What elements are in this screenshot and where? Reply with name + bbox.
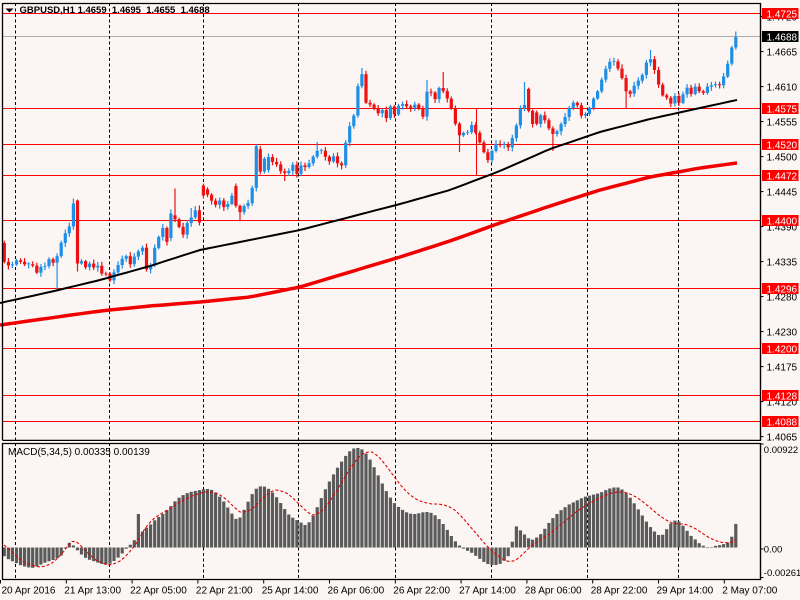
svg-text:2 May 07:00: 2 May 07:00 [722, 586, 777, 597]
svg-text:1.4445: 1.4445 [767, 188, 798, 199]
svg-text:29 Apr 14:00: 29 Apr 14:00 [657, 586, 714, 597]
svg-text:1.4335: 1.4335 [767, 258, 798, 269]
svg-text:1.4610: 1.4610 [767, 83, 798, 94]
svg-text:1.4120: 1.4120 [767, 398, 798, 409]
svg-text:1.4575: 1.4575 [767, 105, 798, 116]
svg-text:26 Apr 06:00: 26 Apr 06:00 [328, 586, 385, 597]
svg-text:20 Apr 2016: 20 Apr 2016 [2, 586, 56, 597]
svg-text:1.4400: 1.4400 [767, 217, 798, 228]
svg-text:1.4280: 1.4280 [767, 293, 798, 304]
svg-text:22 Apr 21:00: 22 Apr 21:00 [196, 586, 253, 597]
svg-text:1.4200: 1.4200 [767, 345, 798, 356]
svg-text:1.4128: 1.4128 [767, 392, 798, 403]
svg-text:1.4065: 1.4065 [767, 433, 798, 444]
svg-text:21 Apr 13:00: 21 Apr 13:00 [64, 586, 121, 597]
svg-text:1.4688: 1.4688 [767, 33, 798, 44]
svg-text:1.4296: 1.4296 [767, 285, 798, 296]
svg-text:1.4520: 1.4520 [767, 141, 798, 152]
svg-text:28 Apr 06:00: 28 Apr 06:00 [525, 586, 582, 597]
svg-text:-0.00261: -0.00261 [764, 568, 800, 579]
svg-text:22 Apr 05:00: 22 Apr 05:00 [130, 586, 187, 597]
svg-text:1.4555: 1.4555 [767, 118, 798, 129]
svg-text:1.4088: 1.4088 [767, 418, 798, 429]
svg-text:1.4500: 1.4500 [767, 153, 798, 164]
svg-text:1.4390: 1.4390 [767, 223, 798, 234]
svg-text:28 Apr 22:00: 28 Apr 22:00 [591, 586, 648, 597]
svg-text:1.4472: 1.4472 [767, 172, 798, 183]
svg-text:1.4725: 1.4725 [767, 10, 798, 21]
svg-text:GBPUSD,H1 1.4659 1.4695 1.46: GBPUSD,H1 1.4659 1.4695 1.4655 1.4688 [20, 5, 210, 16]
svg-text:25 Apr 14:00: 25 Apr 14:00 [262, 586, 319, 597]
svg-text:0.00: 0.00 [764, 545, 783, 556]
svg-text:1.4175: 1.4175 [767, 363, 798, 374]
svg-text:0.00922: 0.00922 [764, 445, 798, 456]
svg-text:26 Apr 22:00: 26 Apr 22:00 [393, 586, 450, 597]
svg-text:27 Apr 14:00: 27 Apr 14:00 [459, 586, 516, 597]
svg-text:MACD(5,34,5) 0.00335 0.00139: MACD(5,34,5) 0.00335 0.00139 [8, 447, 150, 458]
svg-text:1.4665: 1.4665 [767, 48, 798, 59]
svg-text:1.4230: 1.4230 [767, 328, 798, 339]
